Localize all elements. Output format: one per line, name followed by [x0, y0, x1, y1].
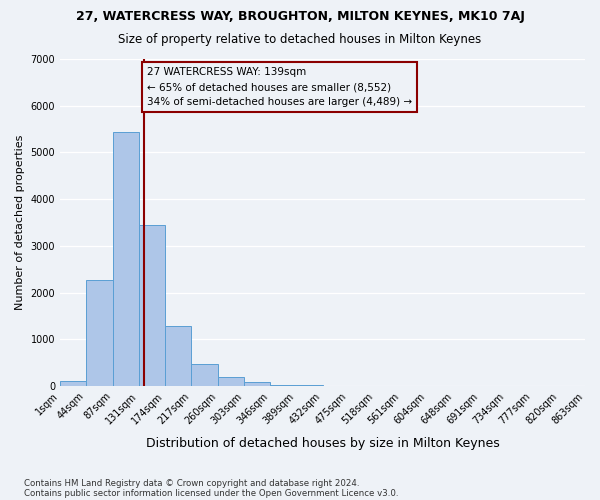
Text: 27, WATERCRESS WAY, BROUGHTON, MILTON KEYNES, MK10 7AJ: 27, WATERCRESS WAY, BROUGHTON, MILTON KE… — [76, 10, 524, 23]
Y-axis label: Number of detached properties: Number of detached properties — [15, 135, 25, 310]
Bar — [60, 382, 86, 386]
Bar — [191, 364, 218, 386]
Bar — [165, 326, 191, 386]
Bar — [244, 382, 270, 386]
Text: Contains HM Land Registry data © Crown copyright and database right 2024.: Contains HM Land Registry data © Crown c… — [24, 478, 359, 488]
Bar — [86, 280, 113, 386]
Text: Size of property relative to detached houses in Milton Keynes: Size of property relative to detached ho… — [118, 32, 482, 46]
Bar — [218, 377, 244, 386]
Bar — [270, 384, 296, 386]
Text: 27 WATERCRESS WAY: 139sqm
← 65% of detached houses are smaller (8,552)
34% of se: 27 WATERCRESS WAY: 139sqm ← 65% of detac… — [147, 68, 412, 107]
X-axis label: Distribution of detached houses by size in Milton Keynes: Distribution of detached houses by size … — [146, 437, 499, 450]
Text: Contains public sector information licensed under the Open Government Licence v3: Contains public sector information licen… — [24, 488, 398, 498]
Bar — [139, 225, 165, 386]
Bar — [113, 132, 139, 386]
